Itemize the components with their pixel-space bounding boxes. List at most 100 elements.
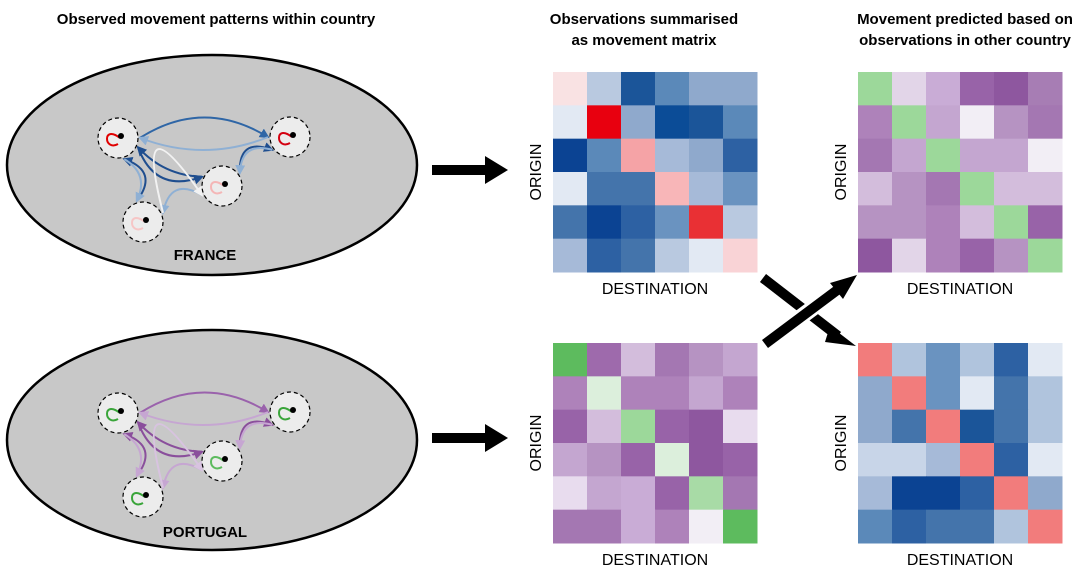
header: Movement predicted based on [857,11,1073,28]
matrix-cell [960,72,995,106]
matrix-cell [723,105,758,140]
node-dot [118,408,124,414]
matrix-cell [994,443,1029,477]
arrows [432,156,857,452]
matrix-cell [1028,138,1063,173]
matrix-cell [1028,443,1063,477]
matrix-cell [892,343,927,377]
matrix-cell [960,105,995,140]
matrix-cell [1028,105,1063,140]
matrix-cell [994,172,1029,206]
matrix-cell [553,138,588,173]
matrix-cell [858,443,893,477]
matrix-cell [655,138,690,173]
matrix-cell [960,376,995,411]
node-dot [222,181,228,187]
matrix-cell [960,138,995,173]
country-shape [5,53,419,277]
matrix-cell [655,238,690,273]
matrix-cell [689,72,724,106]
matrix-cell [1028,376,1063,411]
matrix-cell [723,238,758,273]
edge [139,391,270,414]
matrix-cell [587,376,622,411]
matrix-cell [858,105,893,140]
matrix-cell [892,376,927,411]
matrix-cell [926,476,961,511]
matrix-cell [858,205,893,240]
matrix-cell [655,476,690,511]
matrix-cell [926,105,961,140]
matrix-cell [587,443,622,477]
matrix-cell [858,138,893,173]
matrix-cell [655,376,690,411]
matrix-cell [655,105,690,140]
matrix-cell [892,509,927,544]
node [269,391,311,433]
matrix-cell [553,343,588,377]
country-label: PORTUGAL [163,524,247,541]
matrix-cell [553,409,588,444]
matrix-cell [1028,205,1063,240]
matrix-cell [553,238,588,273]
matrix-cell [587,72,622,106]
matrix-cell [858,72,893,106]
matrix-cell [926,205,961,240]
matrix-cell [689,343,724,377]
matrix-cell [926,409,961,444]
matrix-cell [587,238,622,273]
x-axis-label: DESTINATION [602,281,708,298]
node-dot [290,407,296,413]
matrix-cell [960,476,995,511]
matrix-cell [892,138,927,173]
matrix-cell [926,343,961,377]
matrix-cell [553,376,588,411]
matrix-cell [858,172,893,206]
matrix-cell [858,509,893,544]
self-loop [278,132,293,146]
matrix-cell [689,509,724,544]
matrix-cell [723,476,758,511]
matrix-cell [960,172,995,206]
matrix-cell [926,509,961,544]
networks [97,116,311,518]
matrix-cell [858,376,893,411]
edge [136,420,203,453]
matrix-cell [689,205,724,240]
matrix-cell [587,172,622,206]
matrix-cell [1028,409,1063,444]
matrix-cell [553,476,588,511]
node-dot [222,456,228,462]
y-axis-label: ORIGIN [528,415,545,472]
matrix-cell [655,409,690,444]
matrix-cell [655,205,690,240]
matrix-cell [994,238,1029,273]
matrix-cell [723,72,758,106]
matrix-cell [621,476,656,511]
matrix-cell [926,172,961,206]
y-axis-label: ORIGIN [833,415,850,472]
matrix-cell [723,172,758,206]
matrix-cell [621,376,656,411]
node [122,201,164,243]
matrix-cell [689,376,724,411]
header: observations in other country [859,32,1071,49]
edge [152,423,204,489]
matrix-cell [926,72,961,106]
node [201,165,243,207]
matrix-cell [621,138,656,173]
matrix-cell [587,476,622,511]
self-loop [106,133,121,147]
matrix-cell [689,409,724,444]
matrix-cell [960,238,995,273]
x-axis-label: DESTINATION [907,281,1013,298]
edge [152,148,204,214]
self-loop [278,407,293,421]
matrix-cell [994,376,1029,411]
edge [123,158,145,203]
matrix-cell [723,343,758,377]
matrix-cell [994,105,1029,140]
matrix-cell [621,238,656,273]
matrix-cell [587,105,622,140]
matrix-cell [655,343,690,377]
